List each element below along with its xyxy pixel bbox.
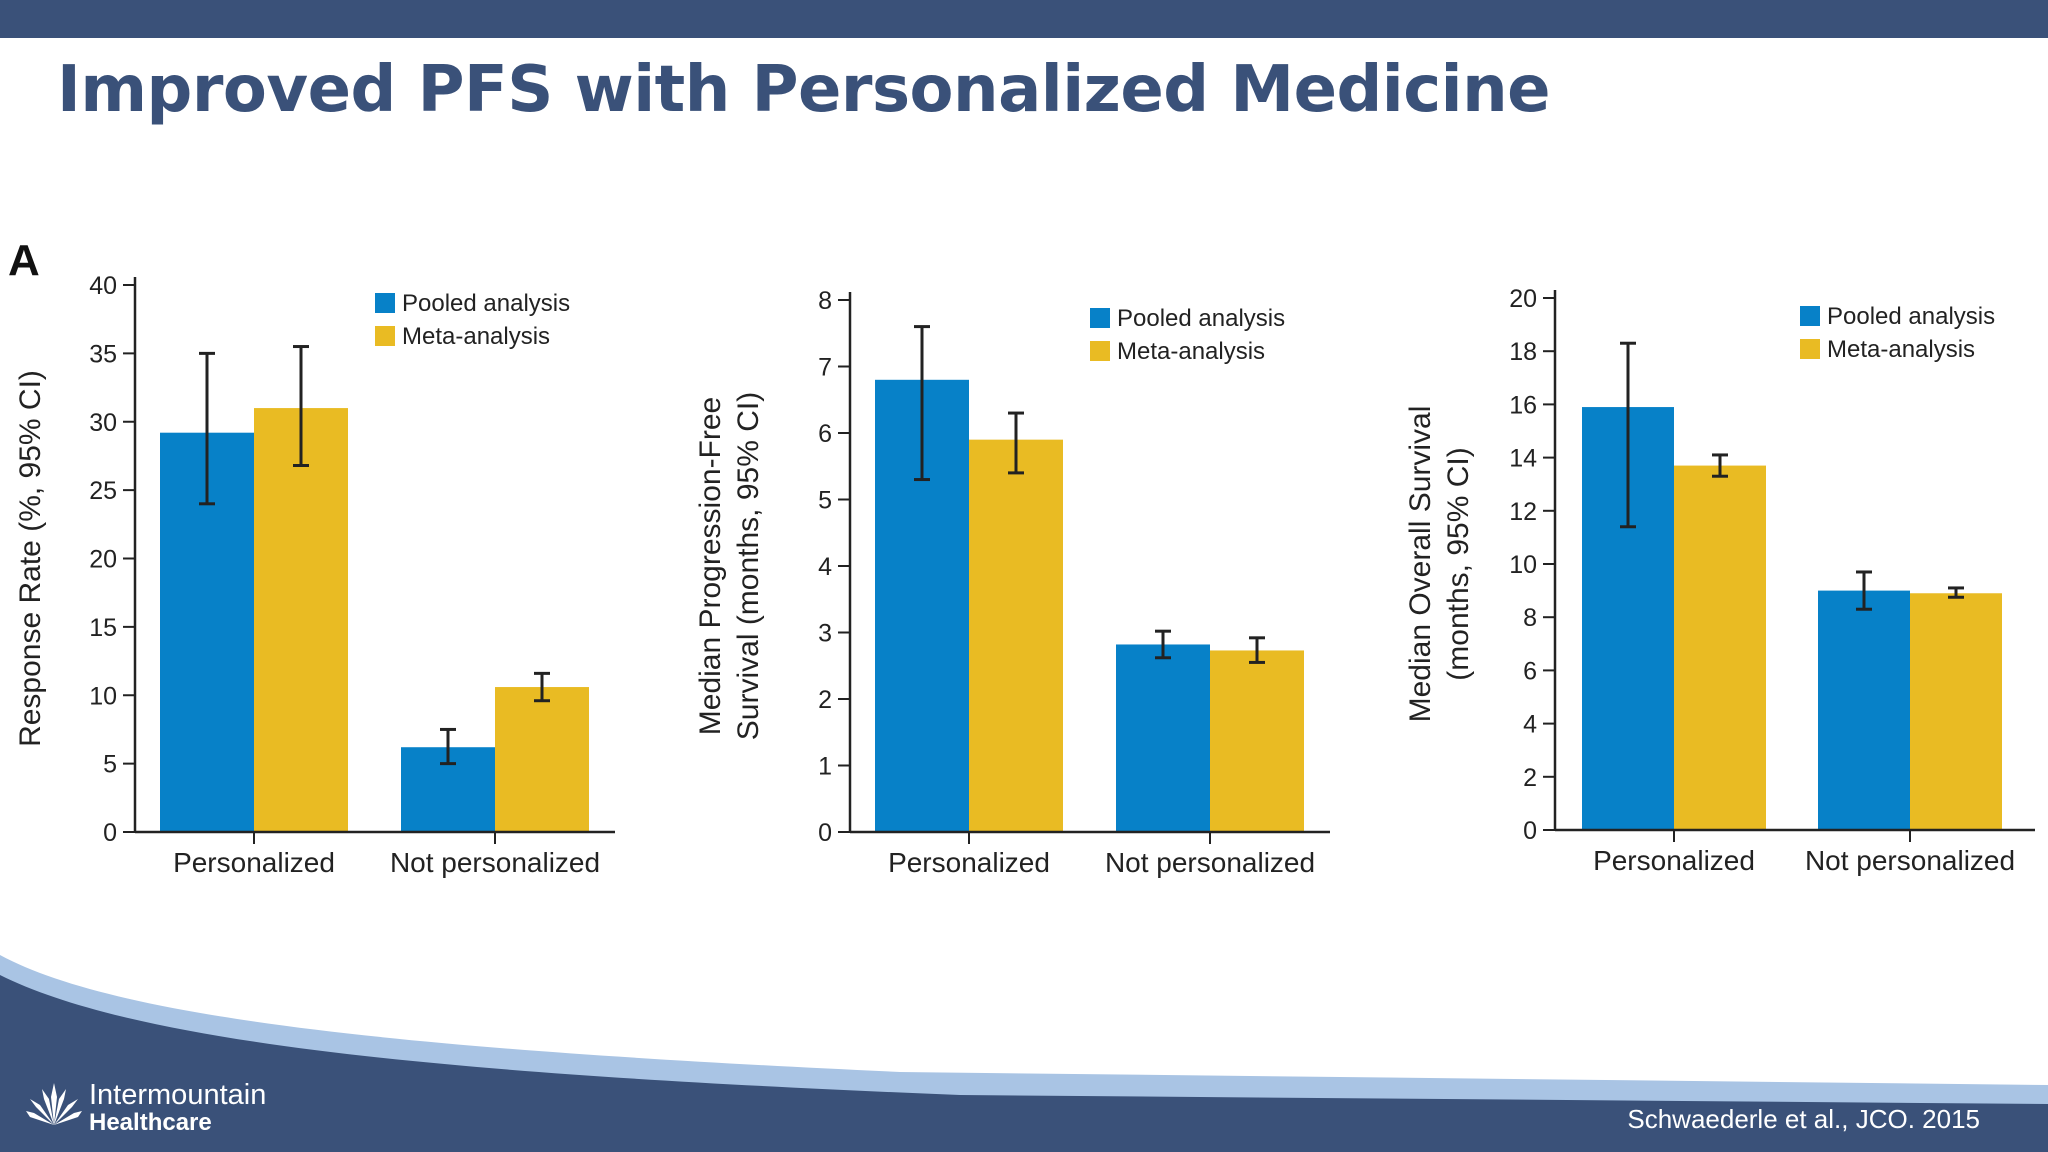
bar <box>1674 465 1766 830</box>
y-axis-title: Median Overall Survival <box>1404 406 1437 723</box>
x-category-label: Personalized <box>888 847 1050 878</box>
y-axis-title: (months, 95% CI) <box>1442 447 1475 680</box>
x-category-label: Not personalized <box>390 847 600 878</box>
y-tick-label: 7 <box>818 354 832 382</box>
y-tick-label: 8 <box>818 287 832 315</box>
citation: Schwaederle et al., JCO. 2015 <box>1627 1104 1980 1134</box>
overall-survival-chart: 0 2 4 6 8 10 12 14 16 18 20 Personalized Not persona… <box>1404 285 2035 876</box>
panel-label: A <box>8 236 40 285</box>
header-bar <box>0 0 2048 38</box>
y-tick-label: 20 <box>89 546 117 574</box>
y-tick-label: 10 <box>89 682 117 710</box>
bar <box>1818 590 1910 830</box>
y-tick-label: 40 <box>89 272 117 300</box>
y-tick-label: 20 <box>1509 285 1537 313</box>
legend-label: Pooled analysis <box>402 290 570 317</box>
y-tick-label: 1 <box>818 753 832 781</box>
y-tick-label: 0 <box>103 819 117 847</box>
y-tick-label: 5 <box>103 751 117 779</box>
legend-label: Pooled analysis <box>1117 305 1285 332</box>
y-tick-label: 0 <box>818 819 832 847</box>
y-tick-label: 6 <box>1523 657 1537 685</box>
y-tick-label: 5 <box>818 487 832 515</box>
y-axis-title: Median Progression-Free <box>694 397 727 735</box>
x-category-label: Not personalized <box>1805 845 2015 876</box>
legend-label: Meta-analysis <box>1117 338 1265 365</box>
bar <box>254 408 348 832</box>
y-tick-label: 3 <box>818 620 832 648</box>
y-tick-label: 2 <box>1523 764 1537 792</box>
legend-swatch <box>1090 341 1110 361</box>
logo-mark-icon <box>26 1083 82 1125</box>
y-tick-label: 15 <box>89 614 117 642</box>
logo-subtitle: Healthcare <box>89 1109 212 1136</box>
y-tick-label: 6 <box>818 420 832 448</box>
y-tick-label: 0 <box>1523 817 1537 845</box>
y-tick-label: 4 <box>1523 711 1537 739</box>
pfs-chart: 0 1 2 3 4 5 6 7 8 Personalized Not personalized Med… <box>694 287 1330 878</box>
legend-label: Meta-analysis <box>1827 336 1975 363</box>
bar <box>1910 593 2002 830</box>
y-tick-label: 4 <box>818 553 832 581</box>
x-category-label: Not personalized <box>1105 847 1315 878</box>
y-tick-label: 35 <box>89 340 117 368</box>
y-tick-label: 16 <box>1509 391 1537 419</box>
y-axis-title: Response Rate (%, 95% CI) <box>14 370 47 747</box>
y-tick-label: 30 <box>89 409 117 437</box>
x-category-label: Personalized <box>1593 845 1755 876</box>
x-category-label: Personalized <box>173 847 335 878</box>
bar <box>969 439 1063 832</box>
intermountain-logo: Intermountain Healthcare <box>24 1075 304 1145</box>
legend-swatch <box>375 293 395 313</box>
y-tick-label: 14 <box>1509 445 1537 473</box>
bar <box>1116 644 1210 832</box>
y-tick-label: 18 <box>1509 338 1537 366</box>
footer-dark-band <box>0 975 2048 1152</box>
logo-name: Intermountain <box>89 1079 267 1111</box>
legend-label: Meta-analysis <box>402 323 550 350</box>
legend-swatch <box>1800 306 1820 326</box>
y-tick-label: 12 <box>1509 498 1537 526</box>
legend-label: Pooled analysis <box>1827 303 1995 330</box>
y-tick-label: 10 <box>1509 551 1537 579</box>
legend-swatch <box>1090 308 1110 328</box>
response-rate-chart: 0 5 10 15 20 25 30 35 40 Personalized Not personal… <box>14 272 615 878</box>
slide-title: Improved PFS with Personalized Medicine <box>57 53 1551 127</box>
legend-swatch <box>1800 339 1820 359</box>
bar <box>495 687 589 832</box>
y-tick-label: 8 <box>1523 604 1537 632</box>
bar <box>1210 650 1304 832</box>
y-axis-title: Survival (months, 95% CI) <box>732 392 765 740</box>
legend-swatch <box>375 326 395 346</box>
y-tick-label: 2 <box>818 686 832 714</box>
y-tick-label: 25 <box>89 477 117 505</box>
